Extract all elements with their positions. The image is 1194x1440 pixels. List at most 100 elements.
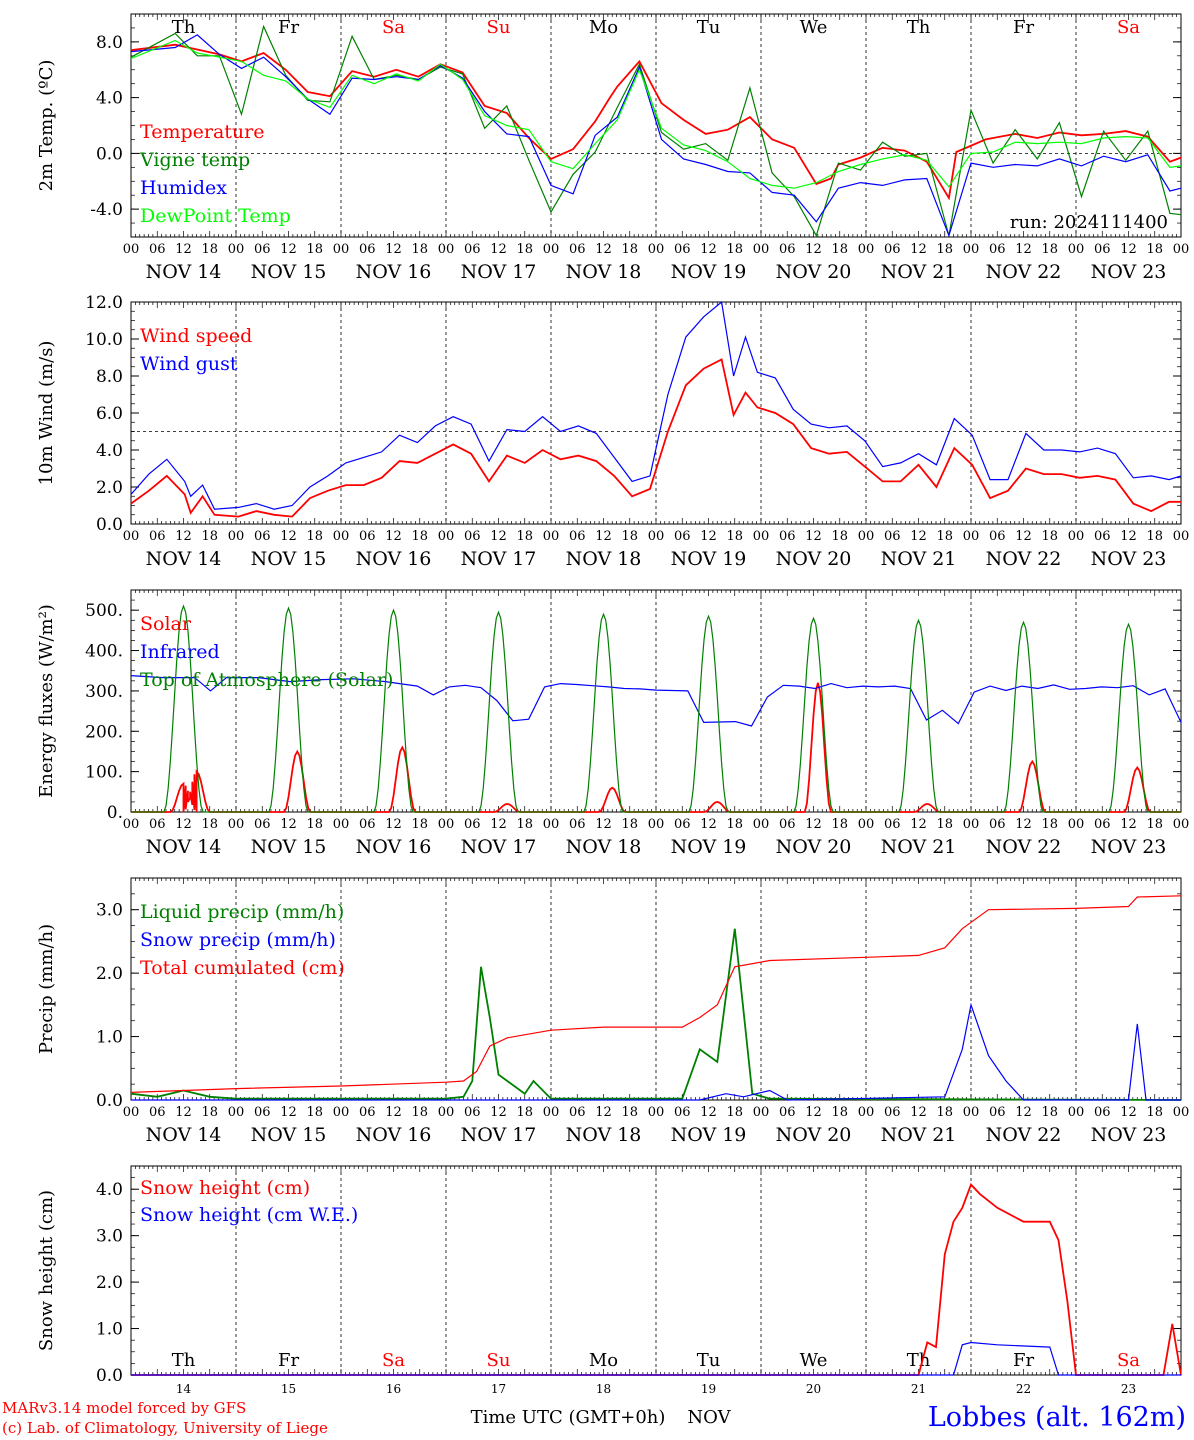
- hour-tick-label: 06: [359, 242, 376, 257]
- y-tick-label: 0.0: [96, 515, 123, 535]
- series-line-top-of-atmosphere-solar: [131, 604, 1181, 813]
- weekday-label: We: [800, 1350, 828, 1371]
- hour-tick-label: 06: [569, 817, 586, 832]
- hour-tick-label: 18: [1041, 817, 1058, 832]
- weekday-label: Mo: [589, 17, 618, 38]
- hour-tick-label: 00: [438, 817, 455, 832]
- hour-tick-label: 00: [228, 242, 245, 257]
- hour-tick-label: 00: [438, 1105, 455, 1120]
- date-label: NOV 20: [776, 548, 852, 570]
- weekday-label: We: [800, 17, 828, 38]
- legend-wind-gust: Wind gust: [140, 353, 238, 375]
- y-axis-label: 10m Wind (m/s): [36, 341, 57, 486]
- hour-tick-label: 00: [648, 1105, 665, 1120]
- date-label: NOV 16: [356, 261, 432, 283]
- series-line-temperature: [130, 43, 1182, 201]
- hour-tick-label: 12: [280, 1105, 297, 1120]
- weekday-label: Th: [172, 1350, 196, 1371]
- legend-wind-speed: Wind speed: [140, 325, 252, 347]
- hour-tick-label: 12: [595, 242, 612, 257]
- date-label: NOV 19: [671, 261, 747, 283]
- hour-tick-label: 18: [936, 242, 953, 257]
- hour-tick-label: 12: [1015, 817, 1032, 832]
- series-line-humidex: [130, 34, 1182, 238]
- panel-4: 0.0 1.0 2.0 3.0 Precip (mm/h) 00 06 12 18 NOV 14 0…: [36, 877, 1189, 1146]
- hour-tick-label: 00: [858, 1105, 875, 1120]
- y-tick-label: 0.0: [96, 1091, 123, 1111]
- hour-tick-label: 06: [149, 817, 166, 832]
- hour-tick-label: 00: [543, 1105, 560, 1120]
- hour-tick-label: 00: [753, 1105, 770, 1120]
- weekday-label: Su: [487, 1350, 511, 1371]
- date-label: NOV 21: [881, 1124, 957, 1146]
- hour-tick-label: 06: [989, 529, 1006, 544]
- weekday-label: Mo: [589, 1350, 618, 1371]
- hour-tick-label: 06: [254, 1105, 271, 1120]
- hour-tick-label: 12: [595, 817, 612, 832]
- hour-tick-label: 12: [1120, 242, 1137, 257]
- legend-temperature: Temperature: [140, 121, 264, 143]
- y-tick-label: 0.0: [96, 144, 123, 164]
- hour-tick-label: 00: [543, 817, 560, 832]
- hour-tick-label: 06: [254, 529, 271, 544]
- hour-tick-label: 18: [411, 529, 428, 544]
- date-label: NOV 20: [776, 836, 852, 858]
- y-tick-label: 200.: [85, 722, 123, 742]
- series-line-infrared: [130, 675, 1182, 727]
- hour-tick-label: 06: [149, 242, 166, 257]
- legend-snow-height-cm-w-e: Snow height (cm W.E.): [140, 1204, 358, 1226]
- legend-top-of-atmosphere-solar: Top of Atmosphere (Solar): [140, 669, 393, 691]
- hour-tick-label: 12: [280, 817, 297, 832]
- hour-tick-label: 12: [385, 1105, 402, 1120]
- hour-tick-label: 00: [858, 817, 875, 832]
- y-tick-label: 6.0: [96, 404, 123, 424]
- hour-tick-label: 12: [175, 242, 192, 257]
- hour-tick-label: 12: [385, 242, 402, 257]
- y-axis-label: Energy fluxes (W/m²): [36, 604, 57, 798]
- hour-tick-label: 00: [1068, 817, 1085, 832]
- series-line-wind-gust: [130, 300, 1182, 510]
- legend-dewpoint-temp: DewPoint Temp: [140, 205, 291, 227]
- date-label: NOV 23: [1091, 836, 1167, 858]
- hour-tick-label: 12: [700, 242, 717, 257]
- hour-tick-label: 12: [1120, 817, 1137, 832]
- series-line-solar: [131, 682, 1181, 813]
- date-label: NOV 19: [671, 1124, 747, 1146]
- hour-tick-label: 06: [464, 242, 481, 257]
- y-tick-label: 10.0: [85, 330, 123, 350]
- hour-tick-label: 12: [490, 1105, 507, 1120]
- hour-tick-label: 18: [1041, 242, 1058, 257]
- panel-3: 0. 100. 200. 300. 400. 500. Energy fluxes (W/m…: [36, 589, 1189, 858]
- date-label: NOV 16: [356, 836, 432, 858]
- y-tick-label: 2.0: [96, 478, 123, 498]
- hour-tick-label: 00: [1173, 529, 1190, 544]
- legend-infrared: Infrared: [140, 641, 220, 663]
- day-number: 14: [176, 1382, 192, 1396]
- hour-tick-label: 06: [674, 817, 691, 832]
- date-label: NOV 22: [986, 548, 1062, 570]
- hour-tick-label: 00: [963, 529, 980, 544]
- hour-tick-label: 18: [936, 817, 953, 832]
- hour-tick-label: 06: [1094, 242, 1111, 257]
- hour-tick-label: 06: [1094, 529, 1111, 544]
- hour-tick-label: 06: [884, 529, 901, 544]
- hour-tick-label: 00: [543, 242, 560, 257]
- hour-tick-label: 00: [333, 242, 350, 257]
- hour-tick-label: 00: [648, 529, 665, 544]
- date-label: NOV 14: [146, 261, 222, 283]
- hour-tick-label: 00: [753, 817, 770, 832]
- hour-tick-label: 18: [831, 1105, 848, 1120]
- hour-tick-label: 18: [1146, 529, 1163, 544]
- hour-tick-label: 12: [910, 242, 927, 257]
- series-line-vigne-temp: [130, 24, 1182, 238]
- hour-tick-label: 18: [201, 529, 218, 544]
- date-label: NOV 14: [146, 548, 222, 570]
- hour-tick-label: 00: [123, 242, 140, 257]
- hour-tick-label: 00: [963, 1105, 980, 1120]
- hour-tick-label: 18: [306, 817, 323, 832]
- weekday-label: Tu: [697, 17, 721, 38]
- hour-tick-label: 06: [1094, 817, 1111, 832]
- day-number: 22: [1016, 1382, 1031, 1396]
- y-axis-label: Precip (mm/h): [36, 924, 57, 1054]
- hour-tick-label: 18: [831, 817, 848, 832]
